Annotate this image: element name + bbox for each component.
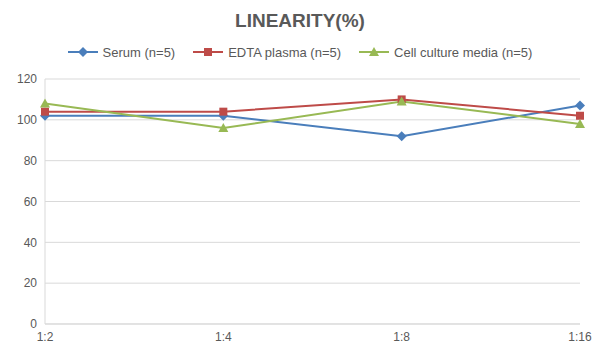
svg-text:80: 80: [24, 154, 38, 168]
svg-text:1:4: 1:4: [215, 330, 232, 344]
html-text:Serum (n=5): Serum (n=5): [102, 44, 176, 60]
svg-text:120: 120: [17, 72, 37, 86]
svg-text:0: 0: [30, 317, 37, 331]
svg-text:60: 60: [24, 195, 38, 209]
svg-text:100: 100: [17, 113, 37, 127]
svg-text:1:2: 1:2: [37, 330, 54, 344]
svg-text:1:16: 1:16: [568, 330, 592, 344]
svg-text:20: 20: [24, 276, 38, 290]
html-text:LINEARITY(%): LINEARITY(%): [235, 10, 365, 31]
html-text:EDTA plasma (n=5): EDTA plasma (n=5): [228, 44, 341, 60]
html-text:Cell culture media (n=5): Cell culture media (n=5): [394, 44, 533, 60]
svg-text:1:8: 1:8: [393, 330, 410, 344]
svg-text:40: 40: [24, 236, 38, 250]
